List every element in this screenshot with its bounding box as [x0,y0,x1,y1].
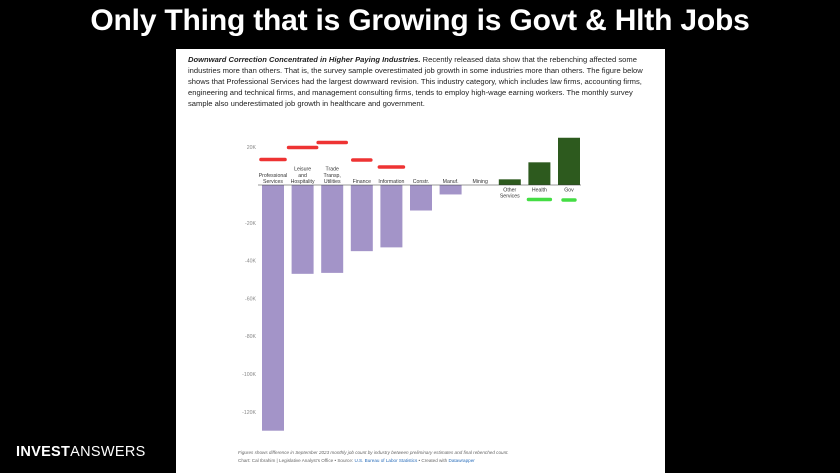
y-tick-label: -80K [245,334,256,340]
chart-panel: Downward Correction Concentrated in High… [176,49,665,473]
brand-part2: ANSWERS [70,444,146,460]
brand-part1: INVEST [16,444,71,460]
bar-1 [291,185,314,274]
y-tick-label: -40K [245,259,256,265]
category-label: Constr. [413,179,429,185]
brand-logo: INVESTANSWERS [16,444,146,460]
bar-9 [528,162,551,185]
footnote-note: Figures shows difference in September 20… [238,450,509,455]
bar-10 [558,137,580,185]
category-label: Information [378,179,404,185]
category-label: Mining [473,179,488,185]
y-tick-label: -20K [245,221,256,227]
category-label: Gov [564,188,574,194]
source-link[interactable]: U.S. Bureau of Labor Statistics [354,458,418,463]
chart-footnote: Figures shows difference in September 20… [238,449,658,465]
category-label: Manuf. [443,179,459,185]
description-lead: Downward Correction Concentrated in High… [188,55,421,64]
bar-4 [380,185,403,248]
slide-title: Only Thing that is Growing is Govt & Hlt… [90,4,750,37]
datawrapper-link[interactable]: Datawrapper [448,458,475,463]
bar-chart: 20K -20K -40K -60K -80K -100K -120K Professiona… [242,137,581,431]
description-body: Recently released data show that the reb… [188,55,643,108]
category-label: Professional Services [259,173,288,185]
category-label: Trade Transp, Utilities [323,167,340,185]
bar-6 [439,185,462,195]
bar-0 [262,185,284,431]
category-label: Leisure and Hospitality [291,167,315,185]
credit-prefix: Chart: Cal Ibrahim | Legislative Analyst… [238,458,355,463]
bar-3 [350,185,373,252]
footnote-credit: Chart: Cal Ibrahim | Legislative Analyst… [238,457,658,465]
y-tick-label: -60K [245,296,256,302]
bar-8 [498,179,521,185]
category-label: Finance [353,179,372,185]
credit-mid: • Created with [417,458,449,463]
y-tick-label: -120K [242,410,256,416]
y-tick-label: -100K [242,372,256,378]
bar-2 [321,185,344,273]
category-label: Other Services [500,188,520,200]
category-label: Health [532,188,547,194]
chart-description: Downward Correction Concentrated in High… [188,55,658,110]
bar-5 [410,185,432,211]
y-tick-label: 20K [247,145,257,151]
